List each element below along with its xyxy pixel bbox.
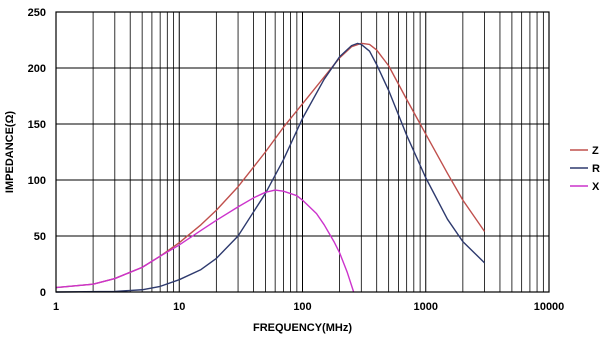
x-tick-label: 10000 [534,301,565,313]
legend-label-r: R [592,163,600,175]
legend: ZRX [570,145,600,193]
x-tick-label: 10 [173,301,185,313]
y-tick-label: 200 [28,63,46,75]
legend-label-x: X [592,181,600,193]
y-tick-label: 150 [28,119,46,131]
y-axis-title: IMPEDANCE(Ω) [4,111,16,193]
y-tick-label: 50 [34,231,46,243]
y-tick-label: 100 [28,175,46,187]
series-line-x [55,189,355,293]
x-tick-label: 1 [53,301,59,313]
legend-label-z: Z [592,145,599,157]
series-lines [55,42,486,293]
x-tick-label: 100 [293,301,311,313]
x-tick-label: 1000 [414,301,438,313]
y-tick-label: 250 [28,7,46,19]
plot-frame [55,11,550,293]
y-tick-label: 0 [40,287,46,299]
x-axis-title: FREQUENCY(MHz) [253,322,352,334]
series-line-r [55,42,486,293]
tick-labels: 1 10 100 1000 10000 0 50 100 150 200 250 [28,7,565,313]
plot-border [55,11,550,293]
